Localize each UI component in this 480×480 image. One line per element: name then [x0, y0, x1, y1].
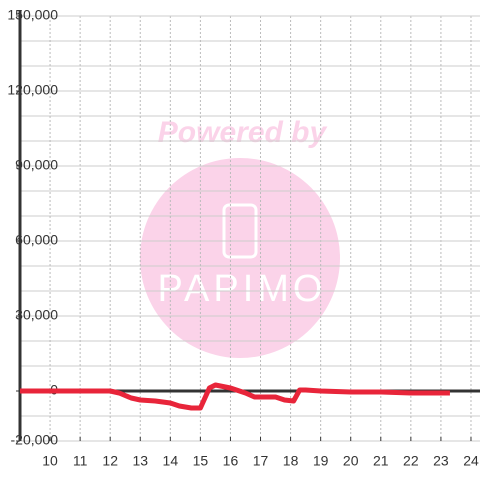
x-tick-label: 14: [163, 453, 179, 469]
x-tick-label: 12: [102, 453, 118, 469]
watermark: Powered by PAPIMO: [140, 116, 340, 358]
x-tick-label: 10: [42, 453, 58, 469]
x-tick-label: 24: [463, 453, 479, 469]
line: [20, 382, 450, 411]
x-tick-label: 19: [313, 453, 329, 469]
x-tick-label: 13: [132, 453, 148, 469]
plot: [20, 382, 450, 411]
grid: -20,000030,00060,00090,000120,000150,000…: [7, 7, 480, 469]
x-tick-label: 17: [253, 453, 269, 469]
y-tick-label: 60,000: [15, 232, 58, 248]
watermark-icon: [222, 203, 258, 259]
y-tick-label: 30,000: [15, 307, 58, 323]
x-tick-label: 23: [433, 453, 449, 469]
x-tick-label: 18: [283, 453, 299, 469]
watermark-title: Powered by: [158, 116, 328, 149]
y-tick-label: -20,000: [11, 432, 59, 448]
watermark-brand: PAPIMO: [158, 268, 327, 310]
x-tick-label: 11: [73, 453, 88, 469]
x-tick-label: 21: [373, 453, 389, 469]
x-tick-label: 16: [223, 453, 239, 469]
y-tick-label: 90,000: [15, 157, 58, 173]
y-tick-label: 150,000: [7, 7, 58, 23]
y-tick-label: 120,000: [7, 82, 58, 98]
x-tick-label: 15: [193, 453, 209, 469]
x-tick-label: 20: [343, 453, 359, 469]
x-tick-label: 22: [403, 453, 419, 469]
